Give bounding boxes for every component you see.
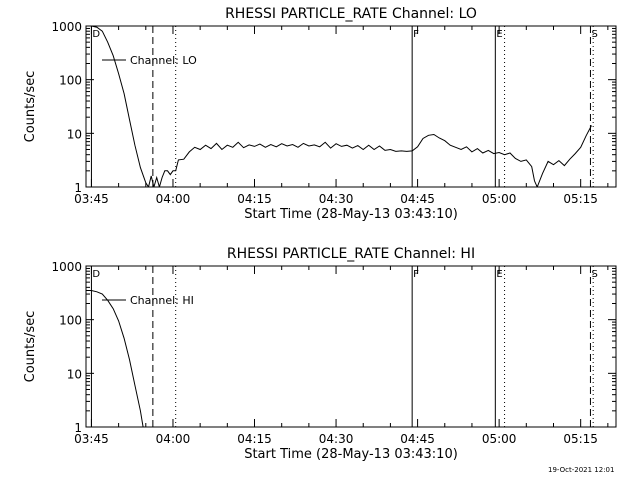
x-tick-label: 04:30 — [319, 192, 354, 206]
plot-timestamp: 19-Oct-2021 12:01 — [548, 466, 615, 474]
chart-panel-2: RHESSI PARTICLE_RATE Channel: HI 03:45 04:… — [23, 246, 617, 462]
event-marker-label: D — [92, 29, 100, 40]
x-tick-label: 05:00 — [482, 192, 517, 206]
y-tick-label: 10 — [67, 127, 82, 141]
y-tick-label: 1 — [74, 181, 82, 195]
x-tick-label: 04:45 — [400, 432, 435, 446]
legend-label: Channel: HI — [130, 294, 194, 307]
x-axis-label: Start Time (28-May-13 03:43:10) — [244, 207, 458, 222]
x-tick-label: 04:00 — [156, 432, 191, 446]
x-tick-label: 03:45 — [74, 192, 109, 206]
y-tick-label: 100 — [59, 314, 82, 328]
x-tick-label: 05:15 — [563, 192, 598, 206]
event-marker-label: D — [92, 269, 100, 280]
y-tick-label: 1000 — [51, 20, 82, 34]
chart-title: RHESSI PARTICLE_RATE Channel: LO — [225, 6, 477, 22]
event-marker-label: S — [591, 269, 597, 280]
event-marker-label: E — [496, 269, 502, 280]
plot-frame — [85, 25, 617, 188]
x-axis-label: Start Time (28-May-13 03:43:10) — [244, 447, 458, 462]
y-tick-label: 1000 — [51, 260, 82, 274]
series-line — [86, 290, 144, 427]
chart-title: RHESSI PARTICLE_RATE Channel: HI — [227, 246, 475, 262]
y-axis-label: Counts/sec — [23, 311, 38, 383]
x-tick-label: 04:45 — [400, 192, 435, 206]
x-tick-label: 05:15 — [563, 432, 598, 446]
x-tick-label: 04:30 — [319, 432, 354, 446]
chart-panel-1: RHESSI PARTICLE_RATE Channel: LO 03:45 04:… — [23, 6, 617, 222]
x-tick-label: 05:00 — [482, 432, 517, 446]
legend-label: Channel: LO — [130, 54, 197, 67]
x-tick-label: 04:00 — [156, 192, 191, 206]
event-marker-label: E — [496, 29, 502, 40]
x-tick-label: 04:15 — [237, 432, 272, 446]
plot-frame — [85, 265, 617, 428]
x-tick-label: 03:45 — [74, 432, 109, 446]
y-tick-label: 10 — [67, 367, 82, 381]
y-axis-label: Counts/sec — [23, 71, 38, 143]
y-tick-label: 1 — [74, 421, 82, 435]
event-marker-label: F — [413, 269, 419, 280]
event-marker-label: S — [591, 29, 597, 40]
event-marker-label: F — [413, 29, 419, 40]
y-tick-label: 100 — [59, 74, 82, 88]
series-line — [91, 26, 592, 187]
x-tick-label: 04:15 — [237, 192, 272, 206]
